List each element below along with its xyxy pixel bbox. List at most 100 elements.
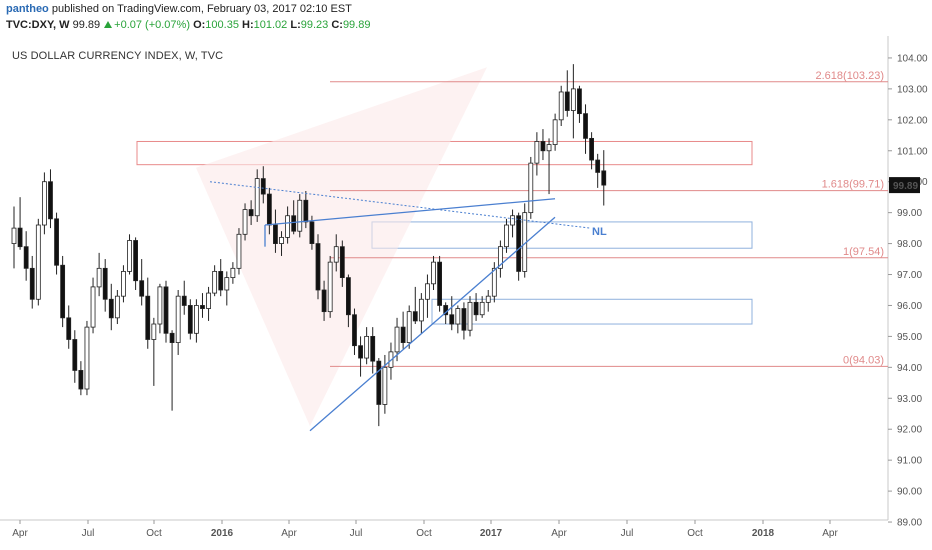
candle-body[interactable] bbox=[534, 141, 540, 164]
candle-body[interactable] bbox=[315, 243, 321, 291]
candle-body[interactable] bbox=[145, 295, 151, 340]
candle-body[interactable] bbox=[200, 305, 205, 309]
candle-body[interactable] bbox=[291, 215, 297, 232]
candle-body[interactable] bbox=[583, 113, 588, 139]
candle-body[interactable] bbox=[127, 240, 132, 272]
candle-body[interactable] bbox=[570, 88, 576, 111]
price-axis[interactable] bbox=[888, 36, 932, 550]
candle-body[interactable] bbox=[577, 88, 582, 115]
candle-body[interactable] bbox=[461, 308, 467, 331]
candle-body[interactable] bbox=[78, 370, 84, 390]
candle-body[interactable] bbox=[236, 233, 242, 269]
candle-body[interactable] bbox=[54, 218, 59, 266]
candle-body[interactable] bbox=[114, 295, 120, 319]
candle-body[interactable] bbox=[35, 224, 41, 300]
candle-body[interactable] bbox=[108, 298, 114, 319]
candle-body[interactable] bbox=[187, 305, 193, 334]
author-link[interactable]: pantheo bbox=[6, 3, 49, 15]
candle-body[interactable] bbox=[230, 267, 236, 279]
candle-body[interactable] bbox=[60, 264, 66, 319]
candle-body[interactable] bbox=[589, 137, 594, 161]
candle-body[interactable] bbox=[467, 301, 473, 331]
candle-body[interactable] bbox=[279, 236, 284, 244]
price-chart[interactable]: 89.00 90.00 91.00 92.00 93.00 94.00 95.00 96.00… bbox=[0, 36, 932, 550]
candle-body[interactable] bbox=[406, 311, 412, 343]
candle-body[interactable] bbox=[516, 215, 522, 272]
candle-body[interactable] bbox=[339, 246, 345, 279]
candle-body[interactable] bbox=[11, 227, 17, 244]
candle-body[interactable] bbox=[218, 271, 224, 291]
candle-body[interactable] bbox=[29, 267, 35, 300]
candle-body[interactable] bbox=[121, 271, 126, 297]
candle-body[interactable] bbox=[206, 292, 211, 309]
candle-body[interactable] bbox=[352, 314, 357, 347]
candle-body[interactable] bbox=[418, 298, 424, 322]
candle-body[interactable] bbox=[437, 261, 443, 306]
neckline-trendline[interactable] bbox=[264, 198, 556, 226]
candle-body[interactable] bbox=[157, 286, 163, 325]
candle-body[interactable] bbox=[321, 289, 327, 313]
candle-body[interactable] bbox=[242, 209, 248, 235]
ascending-trendline[interactable] bbox=[309, 216, 556, 432]
candle-body[interactable] bbox=[370, 335, 376, 362]
candle-body[interactable] bbox=[260, 178, 266, 195]
candle-body[interactable] bbox=[479, 301, 485, 316]
candle-body[interactable] bbox=[193, 305, 199, 334]
candle-body[interactable] bbox=[309, 221, 315, 244]
candle-body[interactable] bbox=[595, 159, 601, 173]
candle-body[interactable] bbox=[382, 366, 388, 405]
candle-body[interactable] bbox=[552, 119, 558, 145]
candle-body[interactable] bbox=[273, 224, 278, 244]
candle-body[interactable] bbox=[358, 345, 363, 359]
candle-body[interactable] bbox=[169, 332, 175, 343]
candle-body[interactable] bbox=[84, 326, 90, 390]
candle-body[interactable] bbox=[48, 181, 53, 220]
candle-body[interactable] bbox=[376, 360, 382, 405]
candle-body[interactable] bbox=[473, 301, 479, 316]
candle-body[interactable] bbox=[364, 335, 370, 359]
candle-body[interactable] bbox=[510, 215, 515, 226]
candle-body[interactable] bbox=[504, 224, 509, 248]
candle-body[interactable] bbox=[564, 91, 570, 111]
candle-body[interactable] bbox=[90, 286, 96, 328]
candle-body[interactable] bbox=[23, 246, 29, 269]
candle-body[interactable] bbox=[425, 283, 430, 300]
candle-body[interactable] bbox=[102, 267, 108, 300]
candle-body[interactable] bbox=[266, 193, 272, 226]
candle-body[interactable] bbox=[540, 141, 546, 152]
candle-body[interactable] bbox=[285, 215, 291, 238]
candle-body[interactable] bbox=[327, 261, 333, 313]
candle-body[interactable] bbox=[181, 295, 187, 306]
candle-body[interactable] bbox=[558, 91, 564, 121]
candle-body[interactable] bbox=[485, 295, 491, 303]
candle-body[interactable] bbox=[224, 277, 230, 291]
candle-body[interactable] bbox=[248, 209, 254, 217]
candle-body[interactable] bbox=[96, 267, 102, 288]
candle-body[interactable] bbox=[345, 277, 351, 316]
candle-body[interactable] bbox=[163, 286, 169, 334]
candle-body[interactable] bbox=[175, 295, 181, 343]
candle-body[interactable] bbox=[303, 199, 309, 223]
candle-body[interactable] bbox=[17, 227, 23, 248]
candle-body[interactable] bbox=[449, 314, 455, 325]
candle-body[interactable] bbox=[400, 326, 406, 343]
candle-body[interactable] bbox=[151, 323, 157, 340]
candle-body[interactable] bbox=[66, 317, 72, 340]
candle-body[interactable] bbox=[491, 267, 497, 297]
candle-body[interactable] bbox=[546, 144, 552, 152]
candle-body[interactable] bbox=[254, 178, 260, 217]
candle-body[interactable] bbox=[333, 246, 339, 263]
candle-body[interactable] bbox=[297, 199, 303, 232]
candle-body[interactable] bbox=[133, 240, 139, 282]
candle-body[interactable] bbox=[412, 311, 418, 322]
candle-body[interactable] bbox=[431, 261, 436, 285]
candle-body[interactable] bbox=[528, 162, 534, 214]
candle-body[interactable] bbox=[42, 181, 47, 226]
candle-body[interactable] bbox=[497, 246, 503, 269]
zone-box[interactable] bbox=[371, 221, 753, 249]
candle-body[interactable] bbox=[139, 280, 145, 297]
candle-body[interactable] bbox=[455, 308, 461, 325]
zone-box[interactable] bbox=[431, 298, 753, 325]
candle-body[interactable] bbox=[72, 339, 78, 371]
candle-body[interactable] bbox=[394, 326, 400, 353]
